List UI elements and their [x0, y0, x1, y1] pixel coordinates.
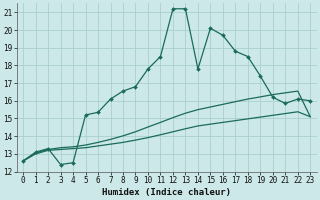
X-axis label: Humidex (Indice chaleur): Humidex (Indice chaleur): [102, 188, 231, 197]
